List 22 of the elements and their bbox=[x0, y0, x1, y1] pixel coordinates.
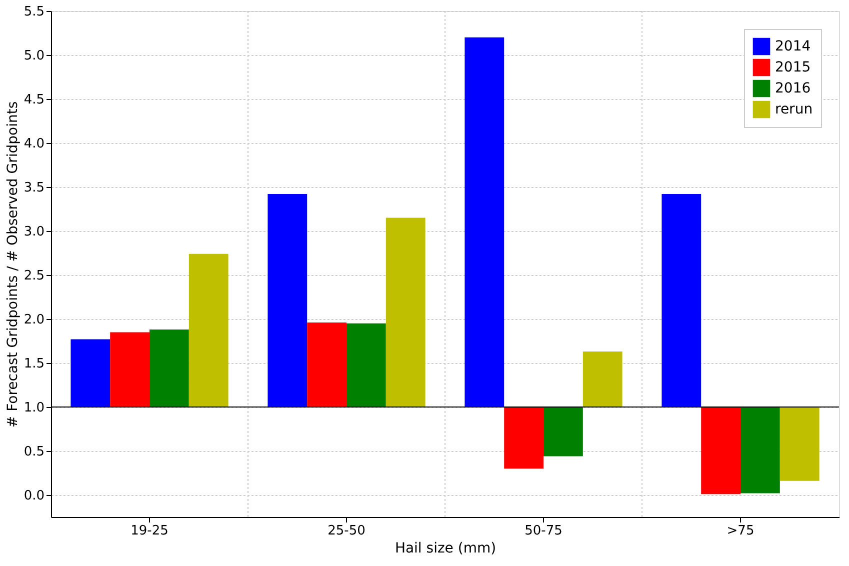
y-axis-title: # Forecast Gridpoints / # Observed Gridpoints bbox=[4, 101, 21, 428]
legend-label: 2016 bbox=[775, 80, 811, 96]
y-tick-label: 5.0 bbox=[24, 48, 44, 64]
y-tick-label: 0.5 bbox=[24, 444, 44, 460]
y-tick-label: 3.0 bbox=[24, 224, 44, 240]
x-tick-label: >75 bbox=[726, 524, 754, 538]
y-tick-label: 4.5 bbox=[24, 92, 44, 108]
y-tick-label: 4.0 bbox=[24, 136, 44, 152]
y-tick-label: 1.5 bbox=[24, 356, 44, 372]
x-tick-label: 19-25 bbox=[130, 524, 168, 538]
y-tick-label: 3.5 bbox=[24, 180, 44, 196]
legend-label: 2014 bbox=[775, 38, 811, 54]
y-tick-label: 2.0 bbox=[24, 312, 44, 328]
legend-label: 2015 bbox=[775, 60, 811, 76]
x-tick-label: 25-50 bbox=[328, 524, 366, 538]
x-tick-label: 50-75 bbox=[524, 524, 562, 538]
x-axis-title: Hail size (mm) bbox=[394, 540, 496, 556]
y-tick-label: 1.0 bbox=[24, 400, 44, 416]
y-tick-label: 5.5 bbox=[24, 4, 44, 20]
legend-label: rerun bbox=[775, 102, 813, 118]
y-tick-label: 2.5 bbox=[24, 268, 44, 284]
y-tick-label: 0.0 bbox=[24, 488, 44, 504]
